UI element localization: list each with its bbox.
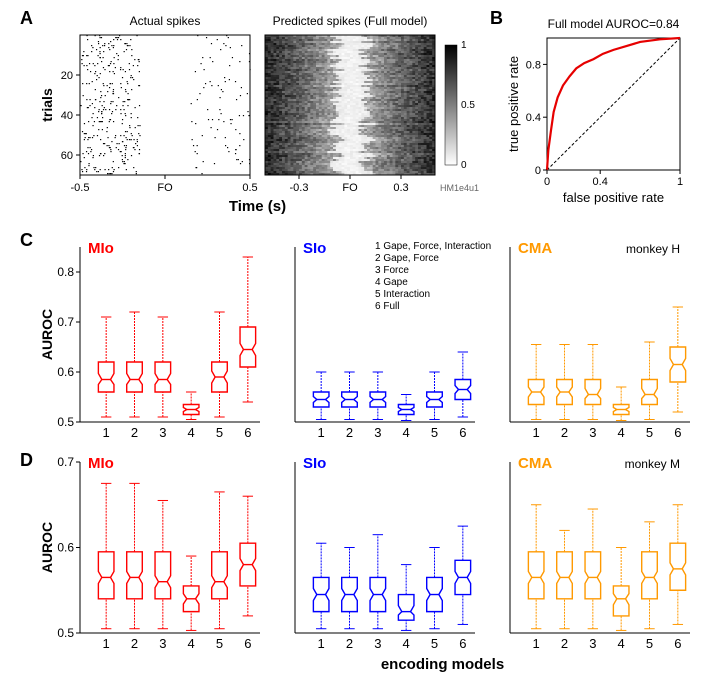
svg-text:FO: FO (157, 182, 173, 194)
svg-text:0.6: 0.6 (57, 541, 74, 555)
svg-text:0.8: 0.8 (526, 59, 541, 71)
svg-text:6: 6 (674, 636, 681, 651)
svg-text:1: 1 (533, 425, 540, 440)
svg-text:5: 5 (216, 636, 223, 651)
svg-text:0.6: 0.6 (57, 365, 74, 379)
svg-text:5: 5 (646, 636, 653, 651)
svg-text:-0.5: -0.5 (71, 182, 90, 194)
svg-text:6: 6 (674, 425, 681, 440)
svg-text:20: 20 (61, 70, 73, 82)
panel-c-label: C (20, 230, 33, 251)
panel-c: AUROC 0.5 0.6 0.7 0.8 MIo 1 2 3 4 5 6 SIo 1 2 3 4 5 6 1 Gap… (40, 235, 690, 450)
svg-text:2: 2 (561, 425, 568, 440)
svg-text:0.8: 0.8 (57, 265, 74, 279)
svg-text:3: 3 (589, 636, 596, 651)
svg-text:0: 0 (544, 176, 550, 188)
svg-text:1: 1 (318, 425, 325, 440)
svg-text:1: 1 (103, 425, 110, 440)
svg-text:2: 2 (561, 636, 568, 651)
svg-text:MIo: MIo (88, 240, 114, 257)
svg-text:SIo: SIo (303, 240, 326, 257)
svg-text:1: 1 (533, 636, 540, 651)
svg-text:Actual spikes: Actual spikes (130, 14, 201, 28)
svg-text:FO: FO (342, 182, 358, 194)
panel-a-label: A (20, 8, 33, 29)
svg-text:true positive rate: true positive rate (506, 56, 521, 152)
svg-text:0.4: 0.4 (593, 176, 608, 188)
svg-text:AUROC: AUROC (40, 522, 55, 573)
svg-text:0.5: 0.5 (242, 182, 257, 194)
svg-text:MIo: MIo (88, 455, 114, 472)
svg-text:trials: trials (40, 88, 55, 122)
svg-text:4: 4 (403, 636, 410, 651)
svg-text:5 Interaction: 5 Interaction (375, 289, 430, 300)
svg-text:1: 1 (103, 636, 110, 651)
svg-text:4 Gape: 4 Gape (375, 277, 408, 288)
svg-text:Full model AUROC=0.84: Full model AUROC=0.84 (548, 17, 680, 31)
svg-text:false positive rate: false positive rate (563, 190, 664, 205)
svg-text:5: 5 (646, 425, 653, 440)
svg-text:monkey H: monkey H (626, 242, 680, 256)
svg-text:0.3: 0.3 (393, 182, 408, 194)
svg-text:2: 2 (131, 425, 138, 440)
panel-a: Actual spikes Predicted spikes (Full mode… (40, 10, 480, 220)
svg-text:6: 6 (244, 425, 251, 440)
svg-text:CMA: CMA (518, 455, 552, 472)
svg-text:3: 3 (374, 636, 381, 651)
svg-text:2: 2 (346, 425, 353, 440)
svg-text:Predicted spikes (Full model): Predicted spikes (Full model) (273, 14, 428, 28)
svg-text:0.5: 0.5 (57, 626, 74, 640)
panel-b-label: B (490, 8, 503, 29)
svg-text:2 Gape, Force: 2 Gape, Force (375, 253, 439, 264)
svg-text:60: 60 (61, 150, 73, 162)
svg-text:1: 1 (461, 40, 467, 51)
svg-text:3: 3 (159, 425, 166, 440)
svg-text:4: 4 (403, 425, 410, 440)
svg-text:5: 5 (431, 636, 438, 651)
svg-text:6: 6 (459, 425, 466, 440)
svg-text:HM1e4u1: HM1e4u1 (440, 183, 479, 193)
svg-text:5: 5 (431, 425, 438, 440)
svg-text:0.5: 0.5 (57, 415, 74, 429)
svg-text:6: 6 (459, 636, 466, 651)
svg-text:1: 1 (318, 636, 325, 651)
svg-text:0.7: 0.7 (57, 455, 74, 469)
svg-text:3: 3 (374, 425, 381, 440)
panel-d: AUROC 0.5 0.6 0.7 MIo 1 2 3 4 5 6 SIo 1 2 3 4 5 6 CMA 1 2 3 4 5… (40, 450, 690, 675)
svg-text:CMA: CMA (518, 240, 552, 257)
svg-text:monkey M: monkey M (625, 457, 680, 471)
svg-text:40: 40 (61, 110, 73, 122)
svg-text:4: 4 (618, 636, 625, 651)
svg-text:5: 5 (216, 425, 223, 440)
svg-text:1 Gape, Force, Interaction: 1 Gape, Force, Interaction (375, 241, 491, 252)
svg-text:3: 3 (589, 425, 596, 440)
svg-text:Time (s): Time (s) (229, 198, 286, 215)
svg-text:4: 4 (188, 425, 195, 440)
svg-text:0: 0 (535, 165, 541, 177)
svg-text:6 Full: 6 Full (375, 301, 399, 312)
svg-text:2: 2 (131, 636, 138, 651)
svg-text:1: 1 (677, 176, 683, 188)
panel-d-label: D (20, 450, 33, 471)
svg-text:AUROC: AUROC (40, 309, 55, 360)
svg-text:0.7: 0.7 (57, 315, 74, 329)
svg-text:3: 3 (159, 636, 166, 651)
svg-text:SIo: SIo (303, 455, 326, 472)
svg-text:3 Force: 3 Force (375, 265, 409, 276)
svg-text:6: 6 (244, 636, 251, 651)
svg-text:0: 0 (461, 160, 467, 171)
svg-text:0.5: 0.5 (461, 100, 475, 111)
svg-text:4: 4 (188, 636, 195, 651)
svg-text:2: 2 (346, 636, 353, 651)
svg-text:encoding models: encoding models (381, 656, 504, 673)
svg-text:4: 4 (618, 425, 625, 440)
svg-text:0.4: 0.4 (526, 112, 541, 124)
svg-text:-0.3: -0.3 (290, 182, 309, 194)
panel-b: Full model AUROC=0.84 0.8 0.4 00 0.4 1 true po… (505, 10, 690, 210)
